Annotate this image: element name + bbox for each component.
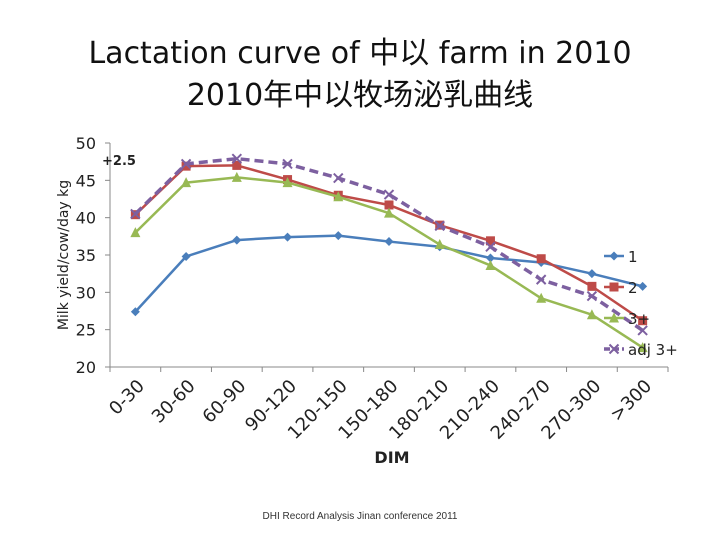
series-3 — [130, 153, 648, 336]
legend-label: adj 3+ — [628, 341, 678, 359]
data-point — [587, 269, 597, 279]
y-tick-label: 45 — [76, 171, 96, 190]
data-point — [485, 253, 495, 263]
x-marker-stroke — [535, 274, 547, 285]
x-marker-stroke — [637, 325, 648, 336]
x-marker-stroke — [485, 241, 496, 252]
legend-marker — [608, 343, 620, 355]
legend-marker — [609, 312, 619, 323]
data-point — [485, 236, 495, 246]
y-axis-title: Milk yield/cow/day kg — [56, 180, 72, 330]
x-marker-stroke — [333, 172, 344, 184]
x-tick-label: >300 — [606, 376, 656, 426]
data-point — [383, 189, 395, 200]
data-point — [231, 153, 243, 164]
x-marker-stroke — [180, 158, 192, 170]
annotation-label: +2.5 — [102, 154, 136, 169]
data-point — [434, 239, 445, 250]
x-marker-stroke — [586, 290, 598, 302]
legend-label: 3+ — [628, 310, 650, 328]
x-marker-stroke — [608, 343, 620, 355]
series-line — [134, 156, 644, 332]
data-point — [384, 237, 394, 247]
data-point — [536, 254, 546, 264]
series-2 — [130, 171, 648, 353]
data-point — [586, 309, 597, 320]
y-tick-label: 30 — [76, 283, 96, 302]
legend-item: 2 — [604, 279, 638, 297]
x-axis-title: DIM — [374, 448, 409, 467]
data-point — [130, 208, 141, 220]
data-point — [384, 207, 394, 218]
data-point — [232, 235, 242, 245]
x-tick-label: 30-60 — [148, 376, 200, 428]
x-marker-stroke — [231, 153, 243, 164]
x-marker-stroke — [282, 158, 293, 170]
data-point — [637, 342, 648, 353]
y-tick-label: 40 — [76, 209, 96, 228]
y-tick-label: 35 — [76, 246, 96, 265]
data-point — [384, 200, 394, 210]
data-point — [536, 292, 547, 303]
chart-subtitle: 2010年中以牧场泌乳曲线 — [186, 78, 534, 113]
data-point — [587, 281, 597, 291]
x-marker-stroke — [383, 189, 395, 200]
data-point — [638, 281, 648, 291]
data-point — [637, 325, 648, 336]
data-point — [231, 171, 242, 182]
data-point — [485, 259, 496, 270]
data-point — [638, 316, 648, 326]
data-point — [181, 161, 191, 171]
data-point — [282, 177, 293, 188]
legend-label: 1 — [628, 248, 638, 266]
data-point — [181, 251, 191, 261]
legend-item: 3+ — [604, 310, 650, 328]
y-tick-label: 50 — [76, 134, 96, 153]
legend-item: adj 3+ — [604, 341, 678, 359]
data-point — [333, 191, 344, 202]
x-marker-stroke — [130, 208, 141, 220]
y-tick-label: 20 — [76, 358, 96, 377]
data-point — [535, 274, 547, 285]
data-point — [485, 241, 496, 252]
data-point — [434, 220, 445, 232]
legend-marker — [609, 251, 619, 261]
legend-item: 1 — [604, 248, 638, 266]
data-point — [333, 172, 344, 184]
data-point — [283, 232, 293, 242]
x-tick-label: 0-30 — [105, 376, 149, 420]
y-tick-label: 25 — [76, 321, 96, 340]
footer-note: DHI Record Analysis Jinan conference 201… — [262, 511, 458, 522]
legend-marker — [609, 282, 619, 292]
data-point — [586, 290, 598, 302]
data-point — [130, 227, 141, 238]
data-point — [232, 160, 242, 170]
x-marker-stroke — [434, 220, 445, 232]
data-point — [180, 158, 192, 170]
chart-title: Lactation curve of 中以 farm in 2010 — [88, 36, 632, 71]
data-point — [333, 231, 343, 241]
data-point — [130, 307, 140, 317]
data-point — [282, 158, 293, 170]
legend-label: 2 — [628, 279, 638, 297]
data-point — [181, 177, 192, 188]
